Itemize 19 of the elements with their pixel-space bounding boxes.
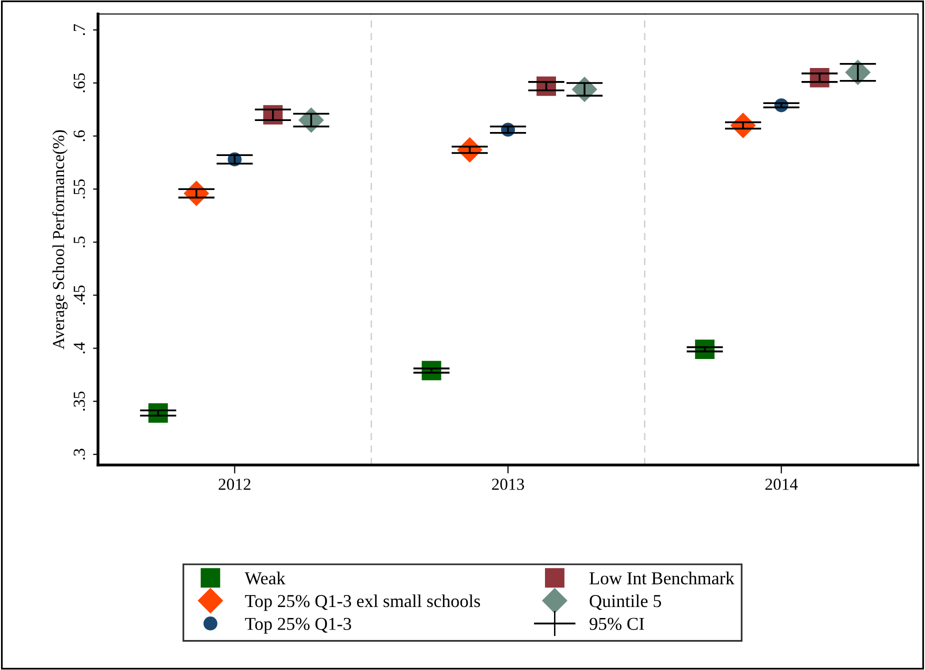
y-tick-label: .7 bbox=[74, 24, 85, 36]
y-tick-label: .55 bbox=[74, 179, 85, 198]
legend-label: Weak bbox=[244, 572, 286, 584]
x-tick-label: 2014 bbox=[765, 478, 798, 490]
y-tick-label: .4 bbox=[74, 342, 85, 354]
legend-label: Top 25% Q1-3 exl small schools bbox=[245, 594, 480, 611]
legend-label: Top 25% Q1-3 bbox=[245, 618, 352, 634]
y-tick-label: .3 bbox=[74, 448, 85, 460]
text: 95% CI bbox=[590, 618, 644, 630]
y-tick-label: .65 bbox=[74, 73, 85, 92]
legend-label: Low Int Benchmark bbox=[590, 572, 734, 584]
y-axis-title: Average School Performance(%) bbox=[52, 130, 68, 350]
y-tick-label: .45 bbox=[74, 285, 85, 305]
y-tick-label: .35 bbox=[74, 392, 85, 411]
y-tick-label: .5 bbox=[74, 236, 85, 248]
legend-label: Quintile 5 bbox=[590, 594, 662, 610]
y-tick-label: .6 bbox=[74, 130, 85, 142]
x-tick-label: 2013 bbox=[492, 478, 524, 490]
x-tick-label: 2012 bbox=[218, 478, 250, 490]
